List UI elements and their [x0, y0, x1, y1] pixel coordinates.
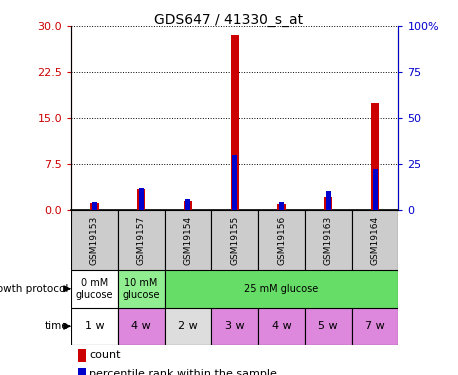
Text: 7 w: 7 w — [365, 321, 385, 331]
Bar — [371, 103, 379, 210]
Bar — [230, 36, 239, 210]
Bar — [137, 189, 145, 210]
Text: 1 w: 1 w — [85, 321, 104, 331]
Text: GSM19156: GSM19156 — [277, 215, 286, 265]
Text: GSM19154: GSM19154 — [184, 215, 192, 265]
Text: growth protocol: growth protocol — [0, 284, 69, 294]
Bar — [118, 210, 164, 270]
Bar — [211, 210, 258, 270]
Text: 4 w: 4 w — [131, 321, 151, 331]
Text: 0 mM
glucose: 0 mM glucose — [76, 278, 113, 300]
Bar — [352, 308, 398, 345]
Text: 4 w: 4 w — [272, 321, 291, 331]
Bar — [71, 308, 118, 345]
Text: GDS647 / 41330_s_at: GDS647 / 41330_s_at — [154, 13, 304, 27]
Bar — [77, 349, 86, 362]
Bar — [164, 270, 398, 308]
Text: percentile rank within the sample: percentile rank within the sample — [89, 369, 277, 375]
Bar — [305, 308, 352, 345]
Bar — [118, 308, 164, 345]
Text: count: count — [89, 350, 120, 360]
Text: time: time — [45, 321, 69, 331]
Text: 2 w: 2 w — [178, 321, 198, 331]
Bar — [185, 199, 191, 210]
Bar — [279, 202, 284, 210]
Text: GSM19153: GSM19153 — [90, 215, 99, 265]
Bar — [71, 210, 118, 270]
Bar — [164, 210, 211, 270]
Bar — [305, 210, 352, 270]
Text: 3 w: 3 w — [225, 321, 245, 331]
Bar — [118, 270, 164, 308]
Text: GSM19163: GSM19163 — [324, 215, 333, 265]
Bar — [184, 201, 192, 210]
Text: GSM19155: GSM19155 — [230, 215, 239, 265]
Bar — [211, 308, 258, 345]
Bar — [92, 202, 97, 210]
Text: GSM19164: GSM19164 — [371, 215, 380, 265]
Bar — [77, 368, 86, 375]
Text: 5 w: 5 w — [318, 321, 338, 331]
Text: 25 mM glucose: 25 mM glucose — [245, 284, 319, 294]
Bar — [372, 169, 377, 210]
Bar — [277, 204, 286, 210]
Bar — [232, 155, 237, 210]
Bar — [71, 270, 118, 308]
Bar — [352, 210, 398, 270]
Text: 10 mM
glucose: 10 mM glucose — [122, 278, 160, 300]
Bar — [324, 196, 333, 210]
Bar — [326, 191, 331, 210]
Text: GSM19157: GSM19157 — [136, 215, 146, 265]
Bar — [258, 210, 305, 270]
Bar — [258, 308, 305, 345]
Bar — [164, 308, 211, 345]
Bar — [90, 202, 98, 210]
Bar — [139, 188, 144, 210]
